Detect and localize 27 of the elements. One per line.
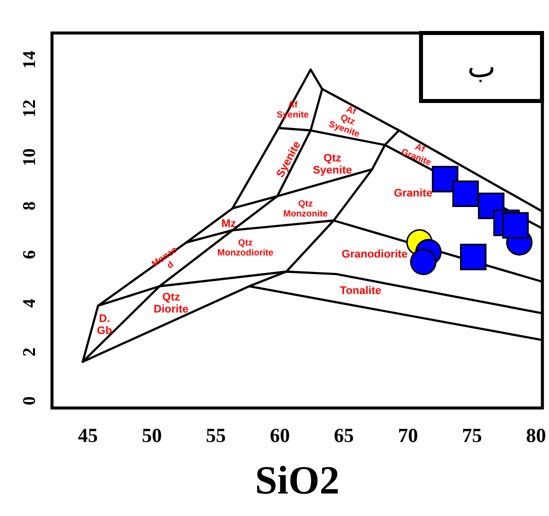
annotation: D. Gb bbox=[96, 313, 112, 338]
x-tick-label: 80 bbox=[526, 425, 546, 447]
y-tick-label: 6 bbox=[19, 250, 39, 260]
y-tick-label: 8 bbox=[19, 201, 39, 210]
annotation: Granodiorite bbox=[342, 248, 408, 261]
x-tick-label: 65 bbox=[334, 425, 354, 447]
annotation: Qtz Monzonite bbox=[283, 198, 328, 218]
y-tick-label: 14 bbox=[19, 50, 39, 69]
annotation: Mz bbox=[221, 218, 237, 230]
x-tick-label: 60 bbox=[270, 425, 290, 447]
y-tick-label: 4 bbox=[19, 298, 39, 308]
annotation: Tonalite bbox=[340, 285, 382, 298]
annotation: Qtz Syenite bbox=[312, 152, 352, 176]
x-tick-label: 70 bbox=[398, 425, 418, 447]
y-tick-label: 12 bbox=[19, 99, 39, 118]
x-tick-label: 55 bbox=[206, 425, 226, 447]
label-frame: ب bbox=[419, 31, 544, 103]
x-axis-title: SiO2 bbox=[254, 458, 340, 502]
x-tick-label: 75 bbox=[462, 425, 482, 447]
y-tick-label: 0 bbox=[19, 396, 39, 406]
annotation: Qtz Monzodiorite bbox=[217, 237, 274, 258]
x-tick-label: 45 bbox=[78, 425, 98, 447]
annotation: Qtz Diorite bbox=[154, 291, 188, 316]
y-tick-label: 2 bbox=[19, 347, 39, 356]
annotation: Granite bbox=[394, 188, 432, 200]
y-tick-label: 10 bbox=[19, 148, 39, 166]
x-tick-label: 50 bbox=[142, 425, 162, 447]
